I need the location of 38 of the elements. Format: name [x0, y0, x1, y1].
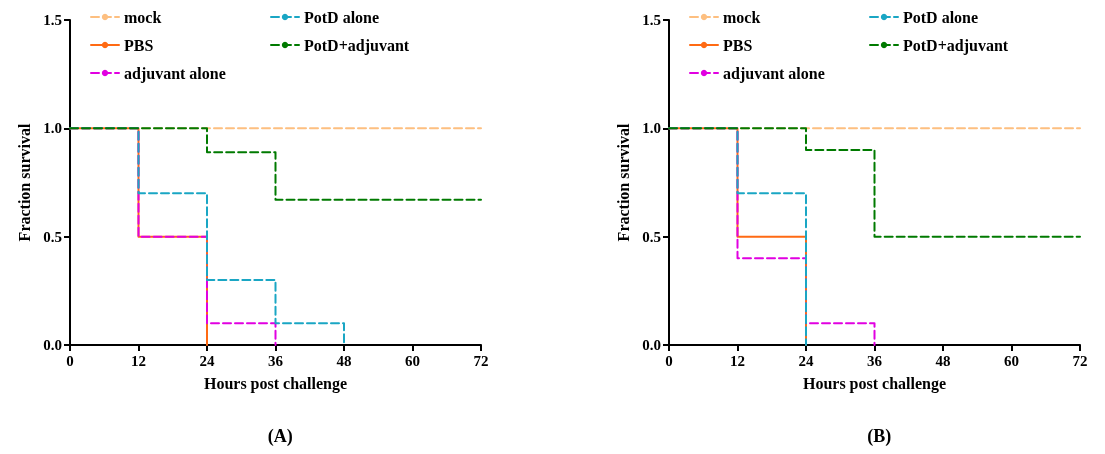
legend-label: PotD alone [304, 8, 380, 26]
x-tick-label: 36 [268, 352, 284, 369]
x-tick-label: 0 [664, 352, 673, 369]
x-tick-label: 60 [405, 352, 420, 369]
x-tick-label: 48 [935, 352, 950, 369]
legend-label: PotD alone [902, 8, 978, 26]
x-tick-label: 12 [729, 352, 745, 369]
y-tick-label: 0.0 [43, 337, 62, 353]
x-axis-title: Hours post challenge [203, 374, 348, 393]
x-tick-label: 24 [199, 352, 215, 369]
legend-label: PBS [722, 36, 752, 54]
y-tick-label: 0.5 [43, 228, 62, 245]
y-axis-title: Fraction survival [614, 123, 631, 242]
legend-label: adjuvant alone [124, 64, 226, 83]
y-axis-title: Fraction survival [15, 123, 33, 242]
legend-label: adjuvant alone [722, 64, 825, 83]
legend-label: PotD+adjuvant [902, 36, 1009, 55]
legend-label: mock [124, 8, 162, 26]
x-tick-label: 24 [798, 352, 814, 369]
y-tick-label: 1.5 [641, 12, 661, 28]
y-tick-label: 1.0 [43, 120, 62, 137]
text: (A) [267, 426, 293, 447]
legend-label: PBS [124, 36, 154, 54]
x-tick-label: 12 [131, 352, 146, 369]
y-tick-label: 1.5 [43, 12, 62, 28]
legend-label: PotD+adjuvant [304, 36, 410, 55]
text: (B) [866, 426, 891, 447]
x-axis-title: Hours post challenge [802, 374, 946, 393]
legend-label: mock [722, 8, 760, 26]
x-tick-label: 72 [473, 352, 489, 369]
y-tick-label: 0.5 [641, 228, 661, 245]
x-tick-label: 60 [1003, 352, 1019, 369]
x-tick-label: 48 [336, 352, 352, 369]
y-tick-label: 0.0 [641, 337, 661, 353]
x-tick-label: 0 [66, 352, 74, 369]
x-tick-label: 72 [1072, 352, 1087, 369]
y-tick-label: 1.0 [641, 120, 661, 137]
x-tick-label: 36 [866, 352, 882, 369]
